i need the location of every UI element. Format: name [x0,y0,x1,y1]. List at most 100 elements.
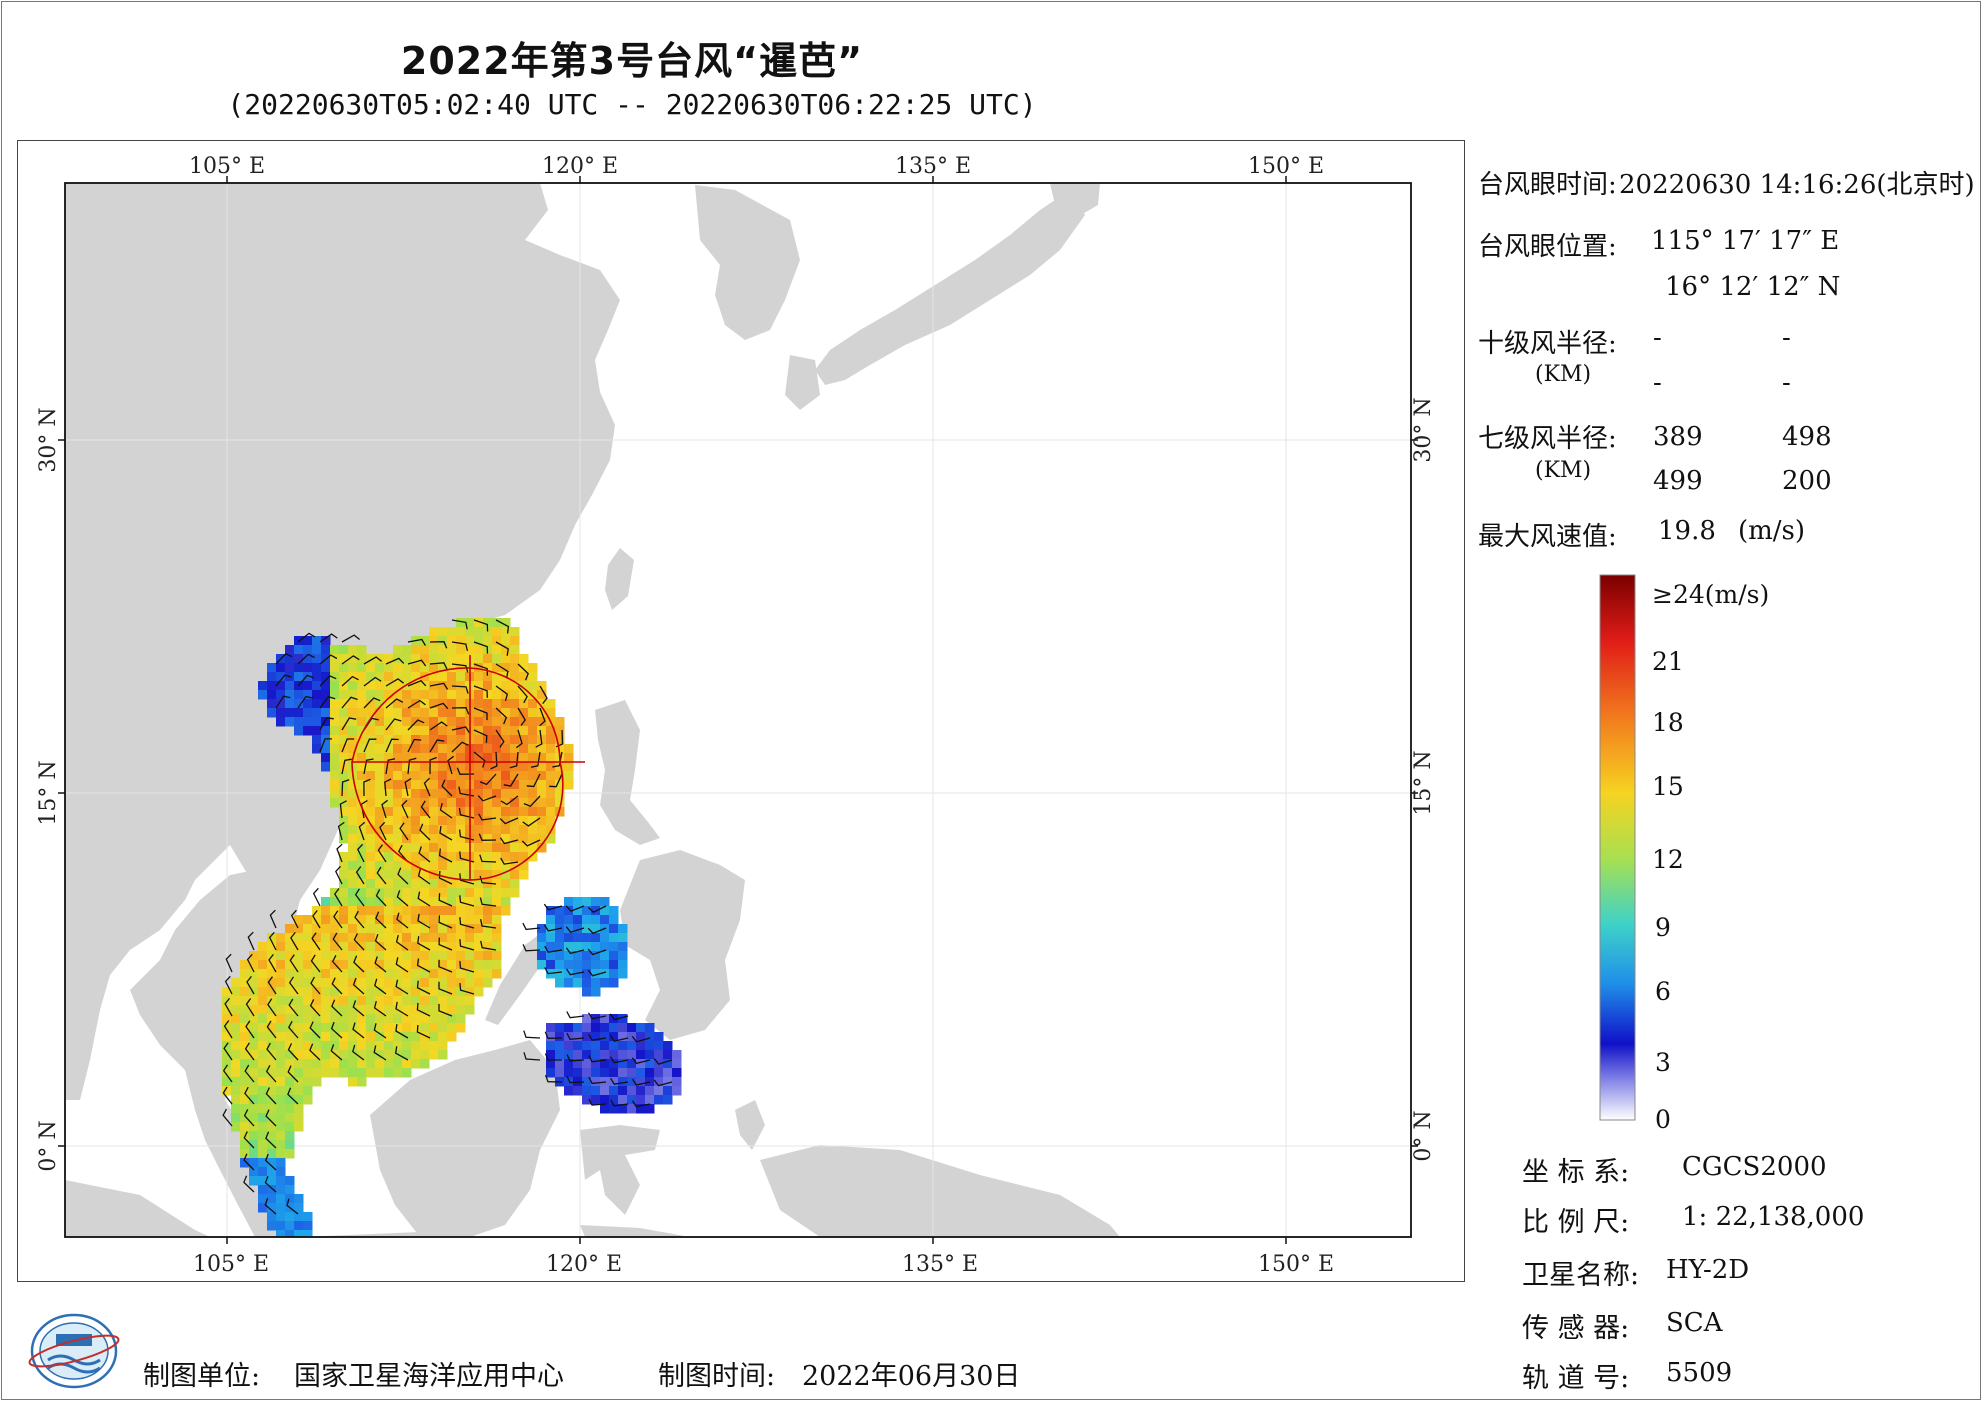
wind-cell [501,906,511,916]
wind-cell [474,798,484,808]
wind-cell [339,915,349,925]
wind-cell [420,1014,430,1024]
wind-barb [399,822,409,841]
wind-cell [636,1077,646,1087]
wind-cell [285,699,295,709]
wind-cell [375,1005,385,1015]
wind-cell [609,915,619,925]
wind-cell [519,843,529,853]
wind-cell [555,762,565,772]
wind-cell [348,816,358,826]
wind-cell [321,645,331,655]
wind-cell [420,663,430,673]
wind-barb [631,1057,651,1065]
wind-cell [357,1059,367,1069]
wind-cell [546,789,556,799]
wind-barb [245,998,255,1017]
wind-barb [363,738,377,753]
wind-cell [564,753,574,763]
wind-barb [341,634,361,643]
wind-cell [393,789,403,799]
wind-cell [546,771,556,781]
wind-barb [385,758,396,775]
wind-cell [294,1041,304,1051]
wind-barb [341,758,352,775]
wind-cell [447,852,457,862]
wind-barb [265,1087,277,1105]
wind-barb [289,954,299,973]
wind-cell [420,951,430,961]
wind-cell [456,996,466,1006]
wind-cell [285,1104,295,1114]
wind-cell [411,879,421,889]
wind-cell [474,852,484,862]
wind-cell [231,987,241,997]
eye-lat-value: 16° 12′ 12″ N [1665,272,1841,302]
wind-cell [384,699,394,709]
wind-cell [411,762,421,772]
wind-cell [636,1068,646,1078]
wind-cell [456,1023,466,1033]
wind-cell [258,1158,268,1168]
wind-cell [312,1005,322,1015]
wind-cell [636,1059,646,1069]
wind-cell [537,942,547,952]
wind-cell [627,1032,637,1042]
wind-cell [258,1104,268,1114]
wind-barb [517,685,528,704]
wind-cell [555,735,565,745]
wind-barb [385,657,405,665]
wind-cell [420,906,430,916]
wind-cell [339,879,349,889]
wind-barb [407,738,422,753]
wind-barb [535,729,543,748]
wind-cell [339,708,349,718]
wind-cell [285,987,295,997]
wind-cell [492,636,502,646]
wind-cell [321,996,331,1006]
wind-cell [447,870,457,880]
wind-cell [447,816,457,826]
wind-cell [573,960,583,970]
wind-barb [395,1024,409,1039]
wind-cell [411,744,421,754]
wind-cell [627,1023,637,1033]
wind-cell [447,762,457,772]
wind-cell [375,798,385,808]
wind-cell [348,870,358,880]
wind-barb [290,909,299,929]
wind-cell [384,879,394,889]
wind-barb [523,795,541,807]
wind-cell [366,690,376,700]
wind-cell [303,1023,313,1033]
wind-cell [420,771,430,781]
wind-cell [384,861,394,871]
wind-cell [420,789,430,799]
wind-cell [267,1086,277,1096]
wind-cell [420,879,430,889]
wind-cell [375,924,385,934]
wind-cell [420,672,430,682]
wind-barb [396,890,409,907]
wind-cell [393,726,403,736]
wind-cell [294,1230,304,1237]
wind-cell [402,699,412,709]
wind-cell [330,897,340,907]
wind-barb [539,685,548,705]
wind-cell [339,861,349,871]
wind-cell [672,1086,682,1096]
wind-cell [276,717,286,727]
wind-barb [332,932,343,951]
wind-cell [411,987,421,997]
wind-cell [384,1032,394,1042]
wind-cell [546,915,556,925]
wind-cell [492,825,502,835]
wind-cell [267,699,277,709]
wind-cell [483,834,493,844]
wind-barb [459,983,475,995]
wind-cell [303,717,313,727]
wind-cell [420,708,430,718]
wind-cell [618,924,628,934]
wind-cell [222,1032,232,1042]
wind-cell [339,888,349,898]
